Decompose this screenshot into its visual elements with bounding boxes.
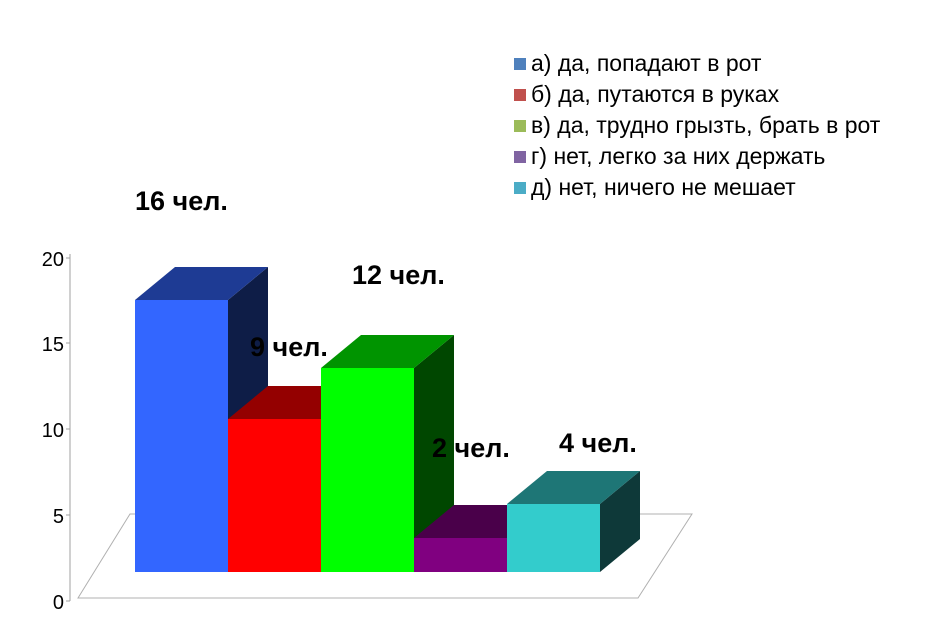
- bar-top: [321, 335, 454, 368]
- legend: а) да, попадают в рот б) да, путаются в р…: [514, 48, 880, 203]
- bar-front: [507, 504, 600, 572]
- legend-swatch: [514, 119, 526, 132]
- bar-side: [600, 471, 640, 572]
- data-label: 9 чел.: [250, 332, 328, 362]
- bar-side: [414, 335, 454, 572]
- bar: [321, 335, 454, 572]
- y-tick-label: 10: [42, 420, 64, 442]
- bar-front: [135, 300, 228, 572]
- bar-front: [228, 419, 321, 572]
- data-label: 4 чел.: [559, 428, 637, 458]
- y-tick-label: 0: [53, 592, 64, 614]
- y-tick-label: 5: [53, 506, 64, 528]
- legend-swatch: [514, 181, 526, 194]
- data-label: 2 чел.: [432, 433, 510, 463]
- legend-item: а) да, попадают в рот: [514, 48, 880, 79]
- bar-top: [135, 267, 268, 300]
- legend-label: д) нет, ничего не мешает: [531, 174, 796, 200]
- bar: [507, 471, 640, 572]
- legend-item: д) нет, ничего не мешает: [514, 172, 880, 203]
- legend-swatch: [514, 150, 526, 163]
- bar-top: [507, 471, 640, 504]
- data-label: 16 чел.: [135, 186, 228, 216]
- legend-item: г) нет, легко за них держать: [514, 141, 880, 172]
- bar-front: [321, 368, 414, 572]
- legend-item: б) да, путаются в руках: [514, 79, 880, 110]
- data-labels: 16 чел. 9 чел. 12 чел. 2 чел. 4 чел.: [135, 186, 637, 463]
- legend-item: в) да, трудно грызть, брать в рот: [514, 110, 880, 141]
- legend-swatch: [514, 88, 526, 101]
- floor-outline: [77, 513, 693, 599]
- bars: [135, 267, 640, 572]
- bar-front: [414, 538, 507, 572]
- legend-swatch: [514, 57, 526, 70]
- y-tick-label: 15: [42, 334, 64, 356]
- data-label: 12 чел.: [352, 260, 445, 290]
- y-axis: 0 5 10 15 20: [42, 249, 71, 614]
- legend-label: б) да, путаются в руках: [531, 81, 780, 107]
- legend-label: а) да, попадают в рот: [531, 50, 762, 76]
- legend-label: г) нет, легко за них держать: [531, 143, 826, 169]
- chart-floor: [77, 513, 693, 599]
- legend-label: в) да, трудно грызть, брать в рот: [531, 112, 881, 138]
- y-tick-label: 20: [42, 249, 64, 271]
